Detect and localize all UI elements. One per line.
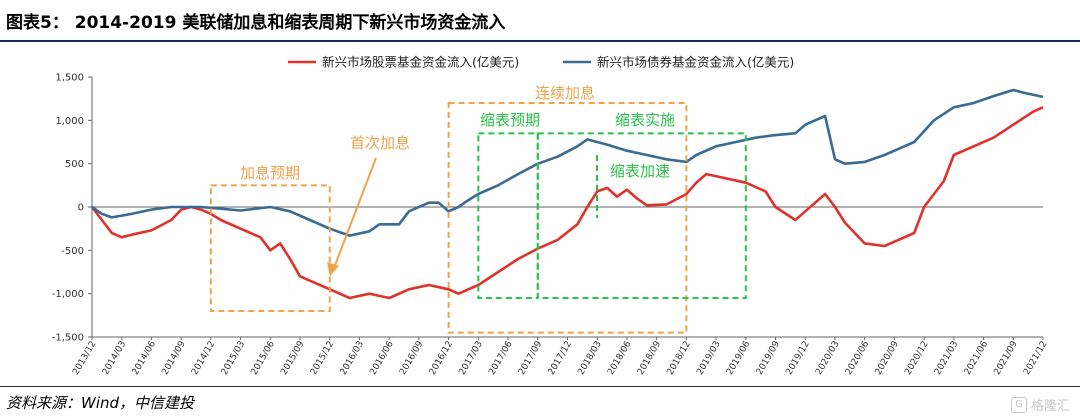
y-tick-label: 1,000 (55, 116, 84, 127)
x-tick-label: 2016/09 (398, 339, 425, 377)
x-tick-label: 2019/09 (755, 339, 782, 377)
y-tick-label: 0 (78, 203, 84, 214)
x-tick-label: 2015/09 (279, 339, 306, 377)
x-tick-label: 2015/06 (250, 339, 277, 377)
annotation-label: 缩表加速 (610, 162, 670, 180)
x-tick-label: 2017/12 (547, 340, 574, 377)
bottom-rule (0, 386, 1080, 387)
y-tick-label: 500 (65, 159, 84, 170)
title-rule (0, 40, 1080, 42)
x-tick-label: 2014/09 (160, 339, 187, 377)
x-tick-label: 2017/06 (487, 339, 514, 377)
first-hike-arrow-head (327, 262, 339, 276)
watermark: G 格隆汇 (1010, 395, 1070, 414)
first-hike-arrow (333, 157, 377, 269)
x-tick-label: 2021/03 (933, 340, 960, 377)
annotation-label: 首次加息 (350, 134, 410, 152)
watermark-text: 格隆汇 (1030, 399, 1070, 414)
x-tick-label: 2019/12 (784, 340, 811, 377)
x-tick-label: 2020/06 (844, 339, 871, 377)
y-tick-label: -500 (61, 246, 84, 257)
annotation-box (536, 132, 747, 299)
annotation-box (477, 132, 539, 299)
annotation-box (209, 184, 331, 312)
annotation-label: 缩表实施 (615, 111, 675, 129)
legend-label: 新兴市场债券基金资金流入(亿美元) (597, 55, 794, 70)
y-tick-label: 1,500 (55, 73, 84, 84)
x-tick-label: 2017/09 (517, 339, 544, 377)
x-tick-label: 2018/06 (606, 339, 633, 377)
x-tick-label: 2017/03 (458, 340, 485, 377)
x-tick-label: 2020/09 (874, 339, 901, 377)
x-tick-label: 2015/03 (220, 340, 247, 377)
x-tick-label: 2021/12 (1022, 340, 1049, 377)
x-tick-label: 2013/12 (71, 340, 98, 377)
x-tick-label: 2020/12 (903, 340, 930, 377)
x-tick-label: 2014/12 (190, 340, 217, 377)
x-tick-label: 2014/06 (131, 339, 158, 377)
y-tick-label: -1,500 (52, 333, 84, 344)
x-tick-label: 2015/12 (309, 340, 336, 377)
x-tick-label: 2020/03 (814, 340, 841, 377)
x-tick-label: 2019/06 (725, 339, 752, 377)
figure-title: 图表5： 2014-2019 美联储加息和缩表周期下新兴市场资金流入 (6, 13, 506, 33)
x-tick-label: 2016/12 (428, 340, 455, 377)
annotation-label: 加息预期 (240, 164, 300, 182)
legend-label: 新兴市场股票基金资金流入(亿美元) (322, 55, 519, 70)
y-tick-label: -1,000 (52, 289, 84, 300)
x-tick-label: 2018/09 (636, 339, 663, 377)
watermark-logo-icon: G (1010, 396, 1027, 413)
equity-flow-line (90, 106, 1044, 300)
x-tick-label: 2016/03 (339, 340, 366, 377)
bond-flow-line (91, 88, 1044, 237)
annotation-label: 连续加息 (535, 84, 595, 102)
annotation-box (447, 102, 688, 334)
x-tick-label: 2016/06 (368, 339, 395, 377)
x-tick-label: 2018/03 (576, 340, 603, 377)
x-tick-label: 2021/09 (993, 339, 1020, 377)
x-tick-label: 2018/12 (666, 340, 693, 377)
annotation-label: 缩表预期 (480, 111, 540, 129)
x-tick-label: 2019/03 (695, 340, 722, 377)
source-note: 资料来源：Wind，中信建投 (6, 394, 195, 412)
x-tick-label: 2021/06 (963, 339, 990, 377)
x-tick-label: 2014/03 (101, 340, 128, 377)
